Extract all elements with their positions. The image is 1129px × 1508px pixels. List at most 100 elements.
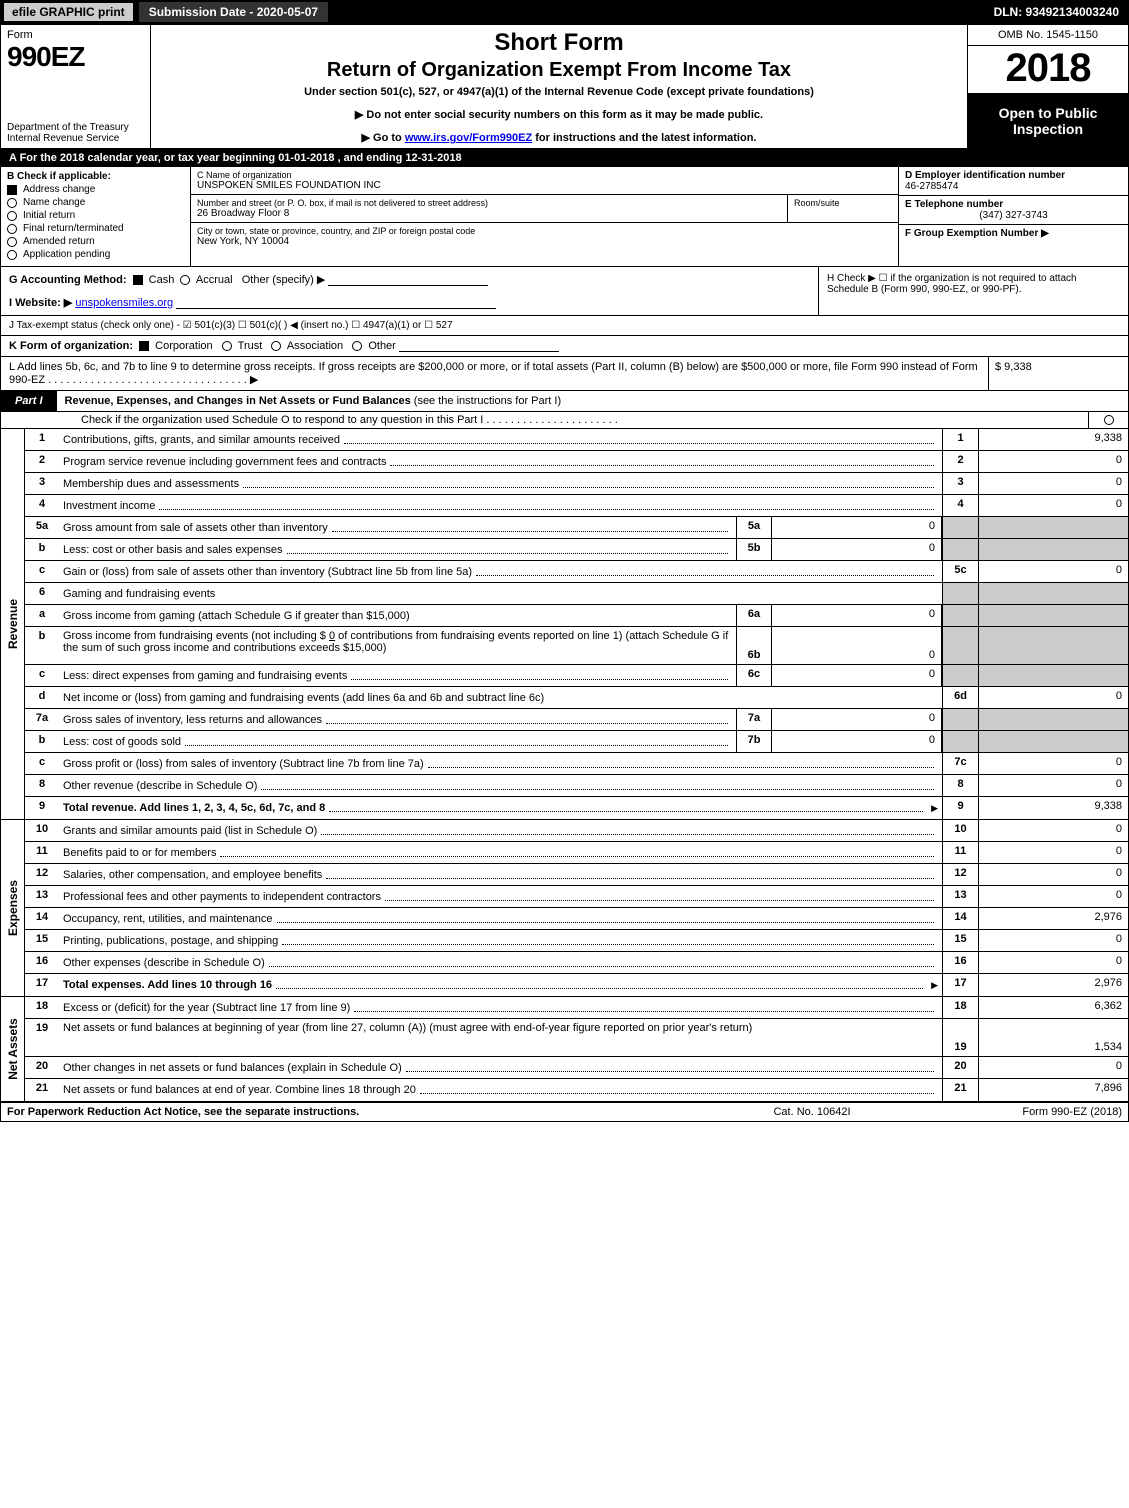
- line-desc: Less: cost or other basis and sales expe…: [63, 544, 283, 556]
- line-desc: Gross income from gaming (attach Schedul…: [63, 610, 410, 622]
- section-g: G Accounting Method: Cash Accrual Other …: [1, 267, 818, 315]
- checkbox-icon[interactable]: [222, 341, 232, 351]
- shaded-cell: [978, 517, 1128, 538]
- check-application-pending[interactable]: Application pending: [7, 249, 184, 260]
- net-assets-section: Net Assets 18Excess or (deficit) for the…: [1, 997, 1128, 1103]
- sub-line-ref: 6c: [736, 665, 772, 686]
- line-num: 8: [25, 775, 59, 796]
- instruction-1: ▶ Do not enter social security numbers o…: [159, 108, 959, 121]
- checkbox-icon[interactable]: [180, 275, 190, 285]
- cash-label: Cash: [149, 274, 175, 286]
- check-name-change[interactable]: Name change: [7, 197, 184, 208]
- tel-label: E Telephone number: [905, 199, 1122, 210]
- line-num: 5a: [25, 517, 59, 538]
- side-label-text: Net Assets: [6, 1018, 20, 1080]
- form-org-label: K Form of organization:: [9, 340, 133, 352]
- checkbox-icon: [7, 224, 17, 234]
- line-num: 18: [25, 997, 59, 1018]
- line-ref: 19: [942, 1019, 978, 1056]
- check-label: Address change: [23, 184, 95, 195]
- line-ref: 17: [942, 974, 978, 996]
- line-amount: 0: [978, 451, 1128, 472]
- line-ref: 10: [942, 820, 978, 841]
- part-1-tag: Part I: [1, 391, 57, 411]
- checkbox-icon[interactable]: [133, 275, 143, 285]
- line-ref: 13: [942, 886, 978, 907]
- line-desc: Gain or (loss) from sale of assets other…: [63, 566, 472, 578]
- line-num: 1: [25, 429, 59, 450]
- checkbox-icon: [7, 185, 17, 195]
- section-c: C Name of organization UNSPOKEN SMILES F…: [191, 167, 898, 266]
- check-amended[interactable]: Amended return: [7, 236, 184, 247]
- checkbox-icon[interactable]: [139, 341, 149, 351]
- tel-value: (347) 327-3743: [905, 210, 1122, 221]
- shaded-cell: [978, 583, 1128, 604]
- website-link[interactable]: unspokensmiles.org: [75, 297, 173, 309]
- shaded-cell: [978, 605, 1128, 626]
- line-ref: 16: [942, 952, 978, 973]
- sub-line-ref: 5b: [736, 539, 772, 560]
- shaded-cell: [978, 731, 1128, 752]
- line-desc: Gross sales of inventory, less returns a…: [63, 714, 322, 726]
- line-amount: 0: [978, 952, 1128, 973]
- check-final-return[interactable]: Final return/terminated: [7, 223, 184, 234]
- section-k: K Form of organization: Corporation Trus…: [1, 336, 1128, 357]
- sub-line-ref: 7b: [736, 731, 772, 752]
- period-row: A For the 2018 calendar year, or tax yea…: [1, 149, 1128, 167]
- line-num: 2: [25, 451, 59, 472]
- line-num: 11: [25, 842, 59, 863]
- line-amount: 9,338: [978, 797, 1128, 819]
- line-desc: Membership dues and assessments: [63, 478, 239, 490]
- line-ref: 7c: [942, 753, 978, 774]
- arrow-icon: [927, 802, 938, 814]
- line-ref: 1: [942, 429, 978, 450]
- part-1-title-suffix: (see the instructions for Part I): [414, 395, 561, 407]
- section-l-amount: $ 9,338: [988, 357, 1128, 390]
- return-title: Return of Organization Exempt From Incom…: [159, 59, 959, 82]
- revenue-section: Revenue 1Contributions, gifts, grants, a…: [1, 429, 1128, 820]
- street-label: Number and street (or P. O. box, if mail…: [197, 198, 781, 208]
- top-bar: efile GRAPHIC print Submission Date - 20…: [0, 0, 1129, 24]
- irs-label: Internal Revenue Service: [7, 133, 144, 144]
- check-initial-return[interactable]: Initial return: [7, 210, 184, 221]
- sub-line-amount: 0: [772, 517, 942, 538]
- line-num: 6: [25, 583, 59, 604]
- line-amount: 0: [978, 842, 1128, 863]
- shaded-cell: [942, 517, 978, 538]
- line-amount: 7,896: [978, 1079, 1128, 1101]
- line-desc: Less: cost of goods sold: [63, 736, 181, 748]
- irs-link[interactable]: www.irs.gov/Form990EZ: [405, 132, 532, 144]
- line-amount: 0: [978, 687, 1128, 708]
- expenses-side-label: Expenses: [1, 820, 25, 996]
- checkbox-icon[interactable]: [1104, 415, 1114, 425]
- line-num: 10: [25, 820, 59, 841]
- line-num: 15: [25, 930, 59, 951]
- check-label: Application pending: [23, 249, 110, 260]
- line-num: 20: [25, 1057, 59, 1078]
- part-1-check-text: Check if the organization used Schedule …: [1, 412, 1088, 428]
- info-grid: B Check if applicable: Address change Na…: [1, 167, 1128, 267]
- line-num: b: [25, 539, 59, 560]
- line-desc: Less: direct expenses from gaming and fu…: [63, 670, 347, 682]
- instr2-post: for instructions and the latest informat…: [532, 132, 756, 144]
- check-address-change[interactable]: Address change: [7, 184, 184, 195]
- line-desc: Contributions, gifts, grants, and simila…: [63, 434, 340, 446]
- line-desc: Investment income: [63, 500, 155, 512]
- line-amount: 0: [978, 561, 1128, 582]
- shaded-cell: [942, 731, 978, 752]
- line-amount: 9,338: [978, 429, 1128, 450]
- sub-line-ref: 7a: [736, 709, 772, 730]
- sub-line-amount: 0: [772, 709, 942, 730]
- checkbox-icon[interactable]: [271, 341, 281, 351]
- line-amount: 6,362: [978, 997, 1128, 1018]
- checkbox-icon[interactable]: [352, 341, 362, 351]
- line-desc: Salaries, other compensation, and employ…: [63, 869, 322, 881]
- efile-print-button[interactable]: efile GRAPHIC print: [4, 3, 133, 21]
- header-left: Form 990EZ Department of the Treasury In…: [1, 25, 151, 148]
- line-desc: Gross profit or (loss) from sales of inv…: [63, 758, 424, 770]
- sub-line-ref: 5a: [736, 517, 772, 538]
- line-amount: 0: [978, 886, 1128, 907]
- section-g-h: G Accounting Method: Cash Accrual Other …: [1, 267, 1128, 316]
- check-label: Final return/terminated: [23, 223, 124, 234]
- checkbox-icon: [7, 211, 17, 221]
